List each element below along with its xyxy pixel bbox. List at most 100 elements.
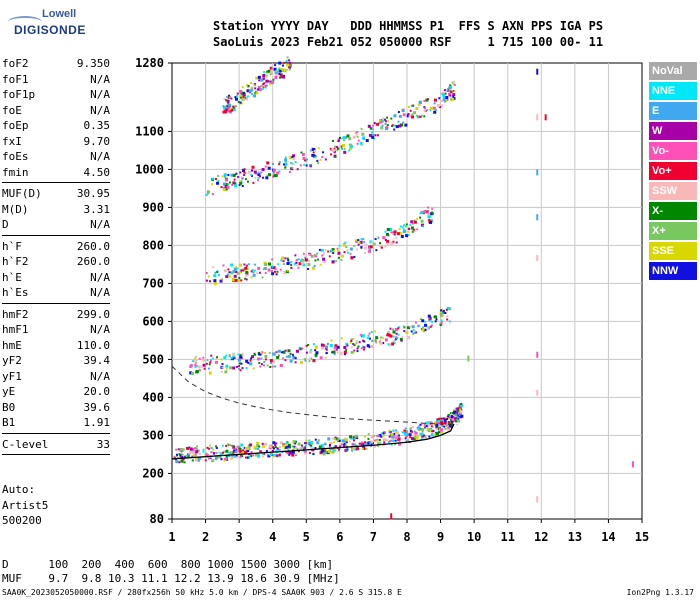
echo-point (332, 448, 336, 452)
echo-point (181, 453, 184, 456)
echo-point (434, 320, 437, 323)
echo-point (265, 449, 268, 452)
echo-point (451, 418, 454, 421)
echo-point (310, 440, 314, 444)
echo-point (390, 231, 393, 234)
echo-point (271, 162, 274, 165)
echo-point (282, 357, 285, 360)
param-name: h`Es (2, 286, 29, 299)
echo-point (344, 438, 348, 442)
echo-point (229, 450, 232, 453)
echo-point (411, 113, 414, 116)
echo-point (302, 252, 305, 255)
echo-point (441, 417, 444, 420)
echo-point (390, 443, 393, 446)
echo-point (432, 106, 436, 110)
echo-point (397, 327, 400, 330)
echo-point (173, 456, 176, 459)
echo-point (246, 84, 249, 87)
param-name: MUF(D) (2, 187, 42, 200)
echo-point (357, 345, 360, 348)
echo-point (349, 435, 353, 439)
x-tick-label: 15 (635, 530, 649, 544)
echo-point (255, 91, 259, 95)
echo-point (251, 165, 255, 169)
echo-point (278, 354, 281, 357)
echo-point (263, 360, 266, 363)
y-tick-label: 200 (142, 466, 164, 480)
echo-point (208, 447, 211, 450)
echo-point (368, 133, 372, 137)
echo-point (209, 280, 212, 283)
echo-point (270, 70, 274, 74)
echo-point (291, 166, 294, 169)
echo-point (368, 345, 371, 348)
echo-point (373, 122, 376, 125)
param-name: yE (2, 385, 16, 398)
echo-point (241, 367, 244, 370)
echo-point (194, 453, 197, 456)
echo-point (246, 449, 250, 453)
echo-point (447, 416, 451, 420)
echo-point (221, 362, 224, 365)
echo-point (223, 175, 226, 178)
echo-point (285, 355, 288, 358)
echo-point (273, 353, 276, 356)
echo-point (359, 240, 363, 244)
echo-point (460, 404, 464, 408)
echo-point (413, 430, 416, 433)
echo-point (330, 441, 333, 444)
echo-point (272, 352, 276, 356)
echo-point (232, 450, 235, 453)
param-row: D N/A (2, 217, 110, 233)
echo-point (363, 346, 366, 349)
echo-point (392, 240, 395, 243)
echo-point (234, 95, 237, 98)
echo-point (264, 262, 268, 266)
station-header: Station YYYY DAY DDD HHMMSS P1 FFS S AXN… (213, 18, 603, 50)
echo-point (304, 359, 307, 362)
echo-point (264, 86, 267, 89)
echo-point (264, 358, 267, 361)
echo-point (260, 84, 263, 87)
echo-point (348, 440, 351, 443)
echo-point (423, 100, 426, 103)
echo-point (410, 330, 413, 333)
echo-point (368, 248, 371, 251)
echo-point (460, 408, 463, 411)
echo-point (227, 183, 230, 186)
echo-point (292, 162, 295, 165)
echo-point (230, 457, 233, 460)
x-tick-label: 7 (370, 530, 377, 544)
echo-point (365, 138, 369, 142)
echo-point (230, 444, 233, 447)
param-value: 39.6 (83, 400, 111, 414)
echo-point (343, 150, 347, 154)
echo-point (424, 320, 427, 323)
echo-point (243, 174, 246, 177)
echo-point (223, 173, 227, 177)
echo-point (455, 414, 458, 417)
echo-point (232, 105, 235, 108)
echo-point (215, 357, 218, 360)
echo-point (332, 451, 335, 454)
echo-point (279, 441, 283, 445)
legend-item: SSW (649, 182, 697, 200)
echo-point (363, 246, 367, 250)
echo-point (282, 444, 286, 448)
echo-point (360, 246, 363, 249)
echo-point (398, 114, 402, 118)
param-value: N/A (90, 323, 110, 336)
echo-point (280, 351, 283, 354)
echo-point (444, 92, 447, 95)
echo-point (394, 439, 397, 442)
echo-point (307, 343, 310, 346)
echo-point (226, 443, 229, 446)
echo-point (382, 341, 385, 344)
echo-point (259, 450, 262, 453)
echo-point (222, 264, 225, 267)
echo-point (226, 105, 229, 108)
echo-point (430, 433, 433, 436)
echo-point (446, 427, 450, 431)
echo-point (440, 104, 444, 108)
